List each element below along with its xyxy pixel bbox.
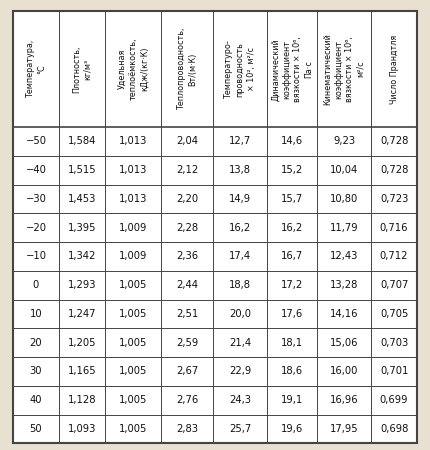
Text: 1,293: 1,293 bbox=[68, 280, 96, 290]
Text: 1,005: 1,005 bbox=[119, 280, 147, 290]
Text: 1,013: 1,013 bbox=[119, 165, 147, 175]
Text: 11,79: 11,79 bbox=[330, 223, 358, 233]
Text: 1,093: 1,093 bbox=[68, 424, 96, 434]
Text: 1,009: 1,009 bbox=[119, 223, 147, 233]
Text: −40: −40 bbox=[25, 165, 46, 175]
Text: 1,005: 1,005 bbox=[119, 395, 147, 405]
Text: 1,009: 1,009 bbox=[119, 252, 147, 261]
Text: 15,06: 15,06 bbox=[330, 338, 358, 348]
Text: 0,707: 0,707 bbox=[380, 280, 408, 290]
Text: 2,44: 2,44 bbox=[176, 280, 198, 290]
Text: 20,0: 20,0 bbox=[229, 309, 251, 319]
Text: 10,80: 10,80 bbox=[330, 194, 358, 204]
Text: 16,7: 16,7 bbox=[281, 252, 303, 261]
Text: 50: 50 bbox=[30, 424, 42, 434]
Text: 2,51: 2,51 bbox=[176, 309, 198, 319]
Text: 18,8: 18,8 bbox=[229, 280, 251, 290]
Text: 16,00: 16,00 bbox=[330, 366, 358, 376]
Text: 2,04: 2,04 bbox=[176, 136, 198, 146]
Text: 15,2: 15,2 bbox=[281, 165, 303, 175]
Text: 17,6: 17,6 bbox=[281, 309, 303, 319]
Text: 0,716: 0,716 bbox=[380, 223, 408, 233]
Text: 17,95: 17,95 bbox=[330, 424, 358, 434]
Text: 13,28: 13,28 bbox=[330, 280, 358, 290]
Text: 1,584: 1,584 bbox=[68, 136, 96, 146]
Text: 18,6: 18,6 bbox=[281, 366, 303, 376]
Text: 0,728: 0,728 bbox=[380, 136, 408, 146]
Text: 2,76: 2,76 bbox=[176, 395, 198, 405]
Text: 2,67: 2,67 bbox=[176, 366, 198, 376]
Text: 1,128: 1,128 bbox=[68, 395, 96, 405]
Text: 18,1: 18,1 bbox=[281, 338, 303, 348]
Text: 9,23: 9,23 bbox=[333, 136, 355, 146]
Text: 12,7: 12,7 bbox=[229, 136, 251, 146]
Text: Температуро-
проводность
× 10², м²/с: Температуро- проводность × 10², м²/с bbox=[224, 40, 255, 99]
Text: 10: 10 bbox=[30, 309, 42, 319]
Text: 19,6: 19,6 bbox=[281, 424, 303, 434]
Text: 0,723: 0,723 bbox=[380, 194, 408, 204]
Text: 0,699: 0,699 bbox=[380, 395, 408, 405]
Text: 2,36: 2,36 bbox=[176, 252, 198, 261]
Text: −20: −20 bbox=[25, 223, 46, 233]
Text: 24,3: 24,3 bbox=[229, 395, 251, 405]
Text: 16,96: 16,96 bbox=[330, 395, 358, 405]
Text: 1,515: 1,515 bbox=[68, 165, 96, 175]
Text: 30: 30 bbox=[30, 366, 42, 376]
Text: Кинематический
коэффициент
вязкости × 10⁶,
м²/с: Кинематический коэффициент вязкости × 10… bbox=[323, 33, 365, 105]
Text: 17,4: 17,4 bbox=[229, 252, 251, 261]
Text: 1,247: 1,247 bbox=[68, 309, 96, 319]
Text: 20: 20 bbox=[30, 338, 42, 348]
Text: Число Прандтля: Число Прандтля bbox=[390, 35, 399, 104]
Text: 15,7: 15,7 bbox=[281, 194, 303, 204]
Text: −10: −10 bbox=[25, 252, 46, 261]
Text: Теплопроводность,
Вт/(м·К): Теплопроводность, Вт/(м·К) bbox=[177, 28, 197, 110]
Text: 1,395: 1,395 bbox=[68, 223, 96, 233]
Text: 40: 40 bbox=[30, 395, 42, 405]
Text: 2,59: 2,59 bbox=[176, 338, 198, 348]
Text: 17,2: 17,2 bbox=[281, 280, 303, 290]
Text: 0: 0 bbox=[33, 280, 39, 290]
Text: Плотность,
кг/м³: Плотность, кг/м³ bbox=[72, 45, 92, 93]
Text: 2,20: 2,20 bbox=[176, 194, 198, 204]
Text: Температура,
°С: Температура, °С bbox=[26, 40, 46, 98]
Text: 2,83: 2,83 bbox=[176, 424, 198, 434]
Text: 19,1: 19,1 bbox=[281, 395, 303, 405]
Text: 0,705: 0,705 bbox=[380, 309, 408, 319]
Text: 0,703: 0,703 bbox=[380, 338, 408, 348]
Text: Динамический
коэффициент
вязкости × 10⁶,
Па·с: Динамический коэффициент вязкости × 10⁶,… bbox=[271, 36, 313, 102]
Text: 1,453: 1,453 bbox=[68, 194, 96, 204]
Text: 1,205: 1,205 bbox=[68, 338, 96, 348]
Text: 0,698: 0,698 bbox=[380, 424, 408, 434]
Text: 0,701: 0,701 bbox=[380, 366, 408, 376]
Text: 2,28: 2,28 bbox=[176, 223, 198, 233]
Text: 0,728: 0,728 bbox=[380, 165, 408, 175]
Text: 14,16: 14,16 bbox=[330, 309, 358, 319]
Text: 25,7: 25,7 bbox=[229, 424, 251, 434]
Text: 1,342: 1,342 bbox=[68, 252, 96, 261]
Text: −50: −50 bbox=[25, 136, 46, 146]
Text: 1,005: 1,005 bbox=[119, 338, 147, 348]
Text: 1,005: 1,005 bbox=[119, 309, 147, 319]
Text: Удельная
теплоёмкость,
кДж/(кг·К): Удельная теплоёмкость, кДж/(кг·К) bbox=[117, 38, 148, 100]
Text: 16,2: 16,2 bbox=[281, 223, 303, 233]
Text: 14,6: 14,6 bbox=[281, 136, 303, 146]
Text: 14,9: 14,9 bbox=[229, 194, 251, 204]
Text: 22,9: 22,9 bbox=[229, 366, 251, 376]
Text: −30: −30 bbox=[25, 194, 46, 204]
Text: 10,04: 10,04 bbox=[330, 165, 358, 175]
Text: 16,2: 16,2 bbox=[229, 223, 251, 233]
Text: 1,005: 1,005 bbox=[119, 424, 147, 434]
Text: 21,4: 21,4 bbox=[229, 338, 251, 348]
Text: 0,712: 0,712 bbox=[380, 252, 408, 261]
Text: 12,43: 12,43 bbox=[330, 252, 358, 261]
Text: 2,12: 2,12 bbox=[176, 165, 198, 175]
Text: 1,165: 1,165 bbox=[68, 366, 96, 376]
Text: 1,013: 1,013 bbox=[119, 194, 147, 204]
Text: 1,013: 1,013 bbox=[119, 136, 147, 146]
Text: 1,005: 1,005 bbox=[119, 366, 147, 376]
Text: 13,8: 13,8 bbox=[229, 165, 251, 175]
